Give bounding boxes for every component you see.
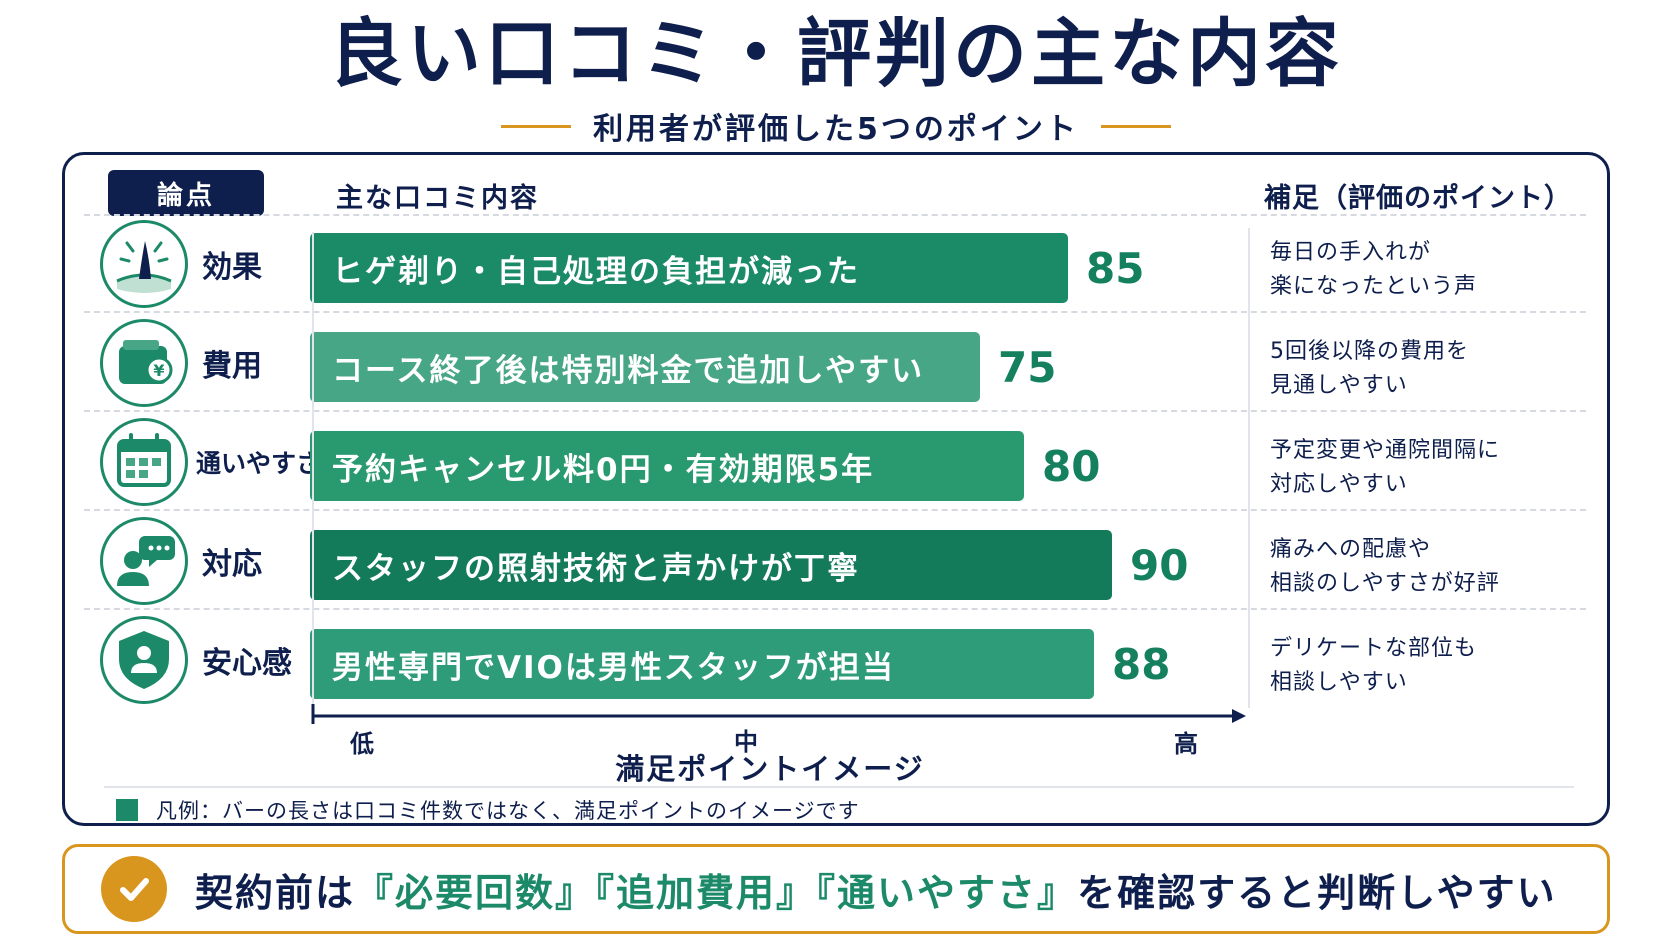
chart-row: 通いやすさ 予約キャンセル料0円・有効期限5年 80 予定変更や通院間隔に 対応…	[84, 412, 1586, 511]
x-axis-arrow	[1232, 709, 1246, 723]
wallet-yen-icon: ¥	[100, 319, 188, 407]
column-header-main: 主な口コミ内容	[336, 183, 539, 214]
note-line: 毎日の手入れが	[1270, 240, 1432, 265]
svg-text:¥: ¥	[153, 361, 164, 380]
note-line: 予定変更や通院間隔に	[1270, 438, 1501, 463]
note-line: 対応しやすい	[1270, 472, 1408, 497]
bar: スタッフの照射技術と声かけが丁寧	[310, 530, 1112, 600]
chart-row: 安心感 男性専門でVIOは男性スタッフが担当 88 デリケートな部位も 相談しや…	[84, 610, 1586, 709]
topic-label: 効果	[202, 249, 262, 285]
note-text: 5回後以降の費用を 見通しやすい	[1270, 335, 1570, 403]
bar: 男性専門でVIOは男性スタッフが担当	[310, 629, 1094, 699]
x-tick-mid: 中	[734, 728, 758, 756]
x-axis-title: 満足ポイントイメージ	[615, 752, 925, 786]
footer-highlight-count: 『必要回数』	[355, 870, 596, 915]
row-divider	[84, 608, 1586, 610]
page-subtitle: 利用者が評価した5つのポイント	[593, 112, 1079, 147]
subtitle-rule-left	[501, 124, 572, 128]
page-title: 良い口コミ・評判の主な内容	[329, 11, 1343, 97]
bar: 予約キャンセル料0円・有効期限5年	[310, 431, 1024, 501]
chart-row: 対応 スタッフの照射技術と声かけが丁寧 90 痛みへの配慮や 相談のしやすさが好…	[84, 511, 1586, 610]
footer-highlight-cost: 『追加費用』	[595, 870, 817, 915]
note-line: 5回後以降の費用を	[1270, 339, 1469, 364]
bar-value-label: 88	[1112, 639, 1171, 689]
hair-follicle-icon	[100, 220, 188, 308]
note-text: 予定変更や通院間隔に 対応しやすい	[1270, 434, 1570, 502]
topic-label: 対応	[202, 546, 262, 582]
bar-value-label: 85	[1086, 243, 1145, 293]
note-line: 見通しやすい	[1270, 373, 1408, 398]
footer-suffix: を確認すると判断しやすい	[1077, 870, 1557, 915]
chart-row: 効果 ヒゲ剃り・自己処理の負担が減った 85 毎日の手入れが 楽になったという声	[84, 214, 1586, 313]
checkmark-icon	[101, 856, 167, 922]
column-header-topic: 論点	[108, 170, 264, 216]
row-divider	[84, 311, 1586, 313]
note-line: 相談のしやすさが好評	[1270, 571, 1500, 596]
subtitle-rule-right	[1100, 124, 1171, 128]
topic-label: 安心感	[202, 645, 292, 681]
note-line: デリケートな部位も	[1270, 636, 1478, 661]
chat-person-icon	[100, 517, 188, 605]
note-line: 楽になったという声	[1270, 274, 1478, 299]
bar: ヒゲ剃り・自己処理の負担が減った	[310, 233, 1068, 303]
row-divider	[84, 214, 1586, 216]
note-line: 相談しやすい	[1270, 670, 1408, 695]
bar-value-label: 75	[998, 342, 1057, 392]
calendar-icon	[100, 418, 188, 506]
bar-value-label: 90	[1130, 540, 1189, 590]
note-text: デリケートな部位も 相談しやすい	[1270, 632, 1570, 700]
x-tick-low: 低	[350, 730, 374, 758]
footer-prefix: 契約前は	[195, 870, 356, 915]
legend: 凡例：バーの長さは口コミ件数ではなく、満足ポイントのイメージです	[116, 794, 860, 826]
chart-row: ¥ 費用 コース終了後は特別料金で追加しやすい 75 5回後以降の費用を 見通し…	[84, 313, 1586, 412]
topic-label: 費用	[202, 348, 262, 384]
column-header-note: 補足（評価のポイント）	[1264, 183, 1572, 214]
subtitle-row: 利用者が評価した5つのポイント	[0, 104, 1672, 148]
bar: コース終了後は特別料金で追加しやすい	[310, 332, 980, 402]
x-tick-high: 高	[1174, 730, 1198, 758]
shield-person-icon	[100, 616, 188, 704]
footer-highlight-access: 『通いやすさ』	[816, 870, 1078, 915]
topic-label: 通いやすさ	[196, 448, 322, 478]
note-line: 痛みへの配慮や	[1270, 537, 1432, 562]
note-text: 毎日の手入れが 楽になったという声	[1270, 236, 1570, 304]
row-divider	[84, 509, 1586, 511]
legend-swatch	[116, 799, 138, 821]
note-text: 痛みへの配慮や 相談のしやすさが好評	[1270, 533, 1570, 601]
legend-text: 凡例：バーの長さは口コミ件数ではなく、満足ポイントのイメージです	[156, 799, 860, 823]
footer-text: 契約前は『必要回数』『追加費用』『通いやすさ』を確認すると判断しやすい	[195, 862, 1557, 917]
bar-value-label: 80	[1042, 441, 1101, 491]
footer-callout: 契約前は『必要回数』『追加費用』『通いやすさ』を確認すると判断しやすい	[62, 844, 1610, 934]
legend-divider	[104, 786, 1574, 788]
row-divider	[84, 410, 1586, 412]
